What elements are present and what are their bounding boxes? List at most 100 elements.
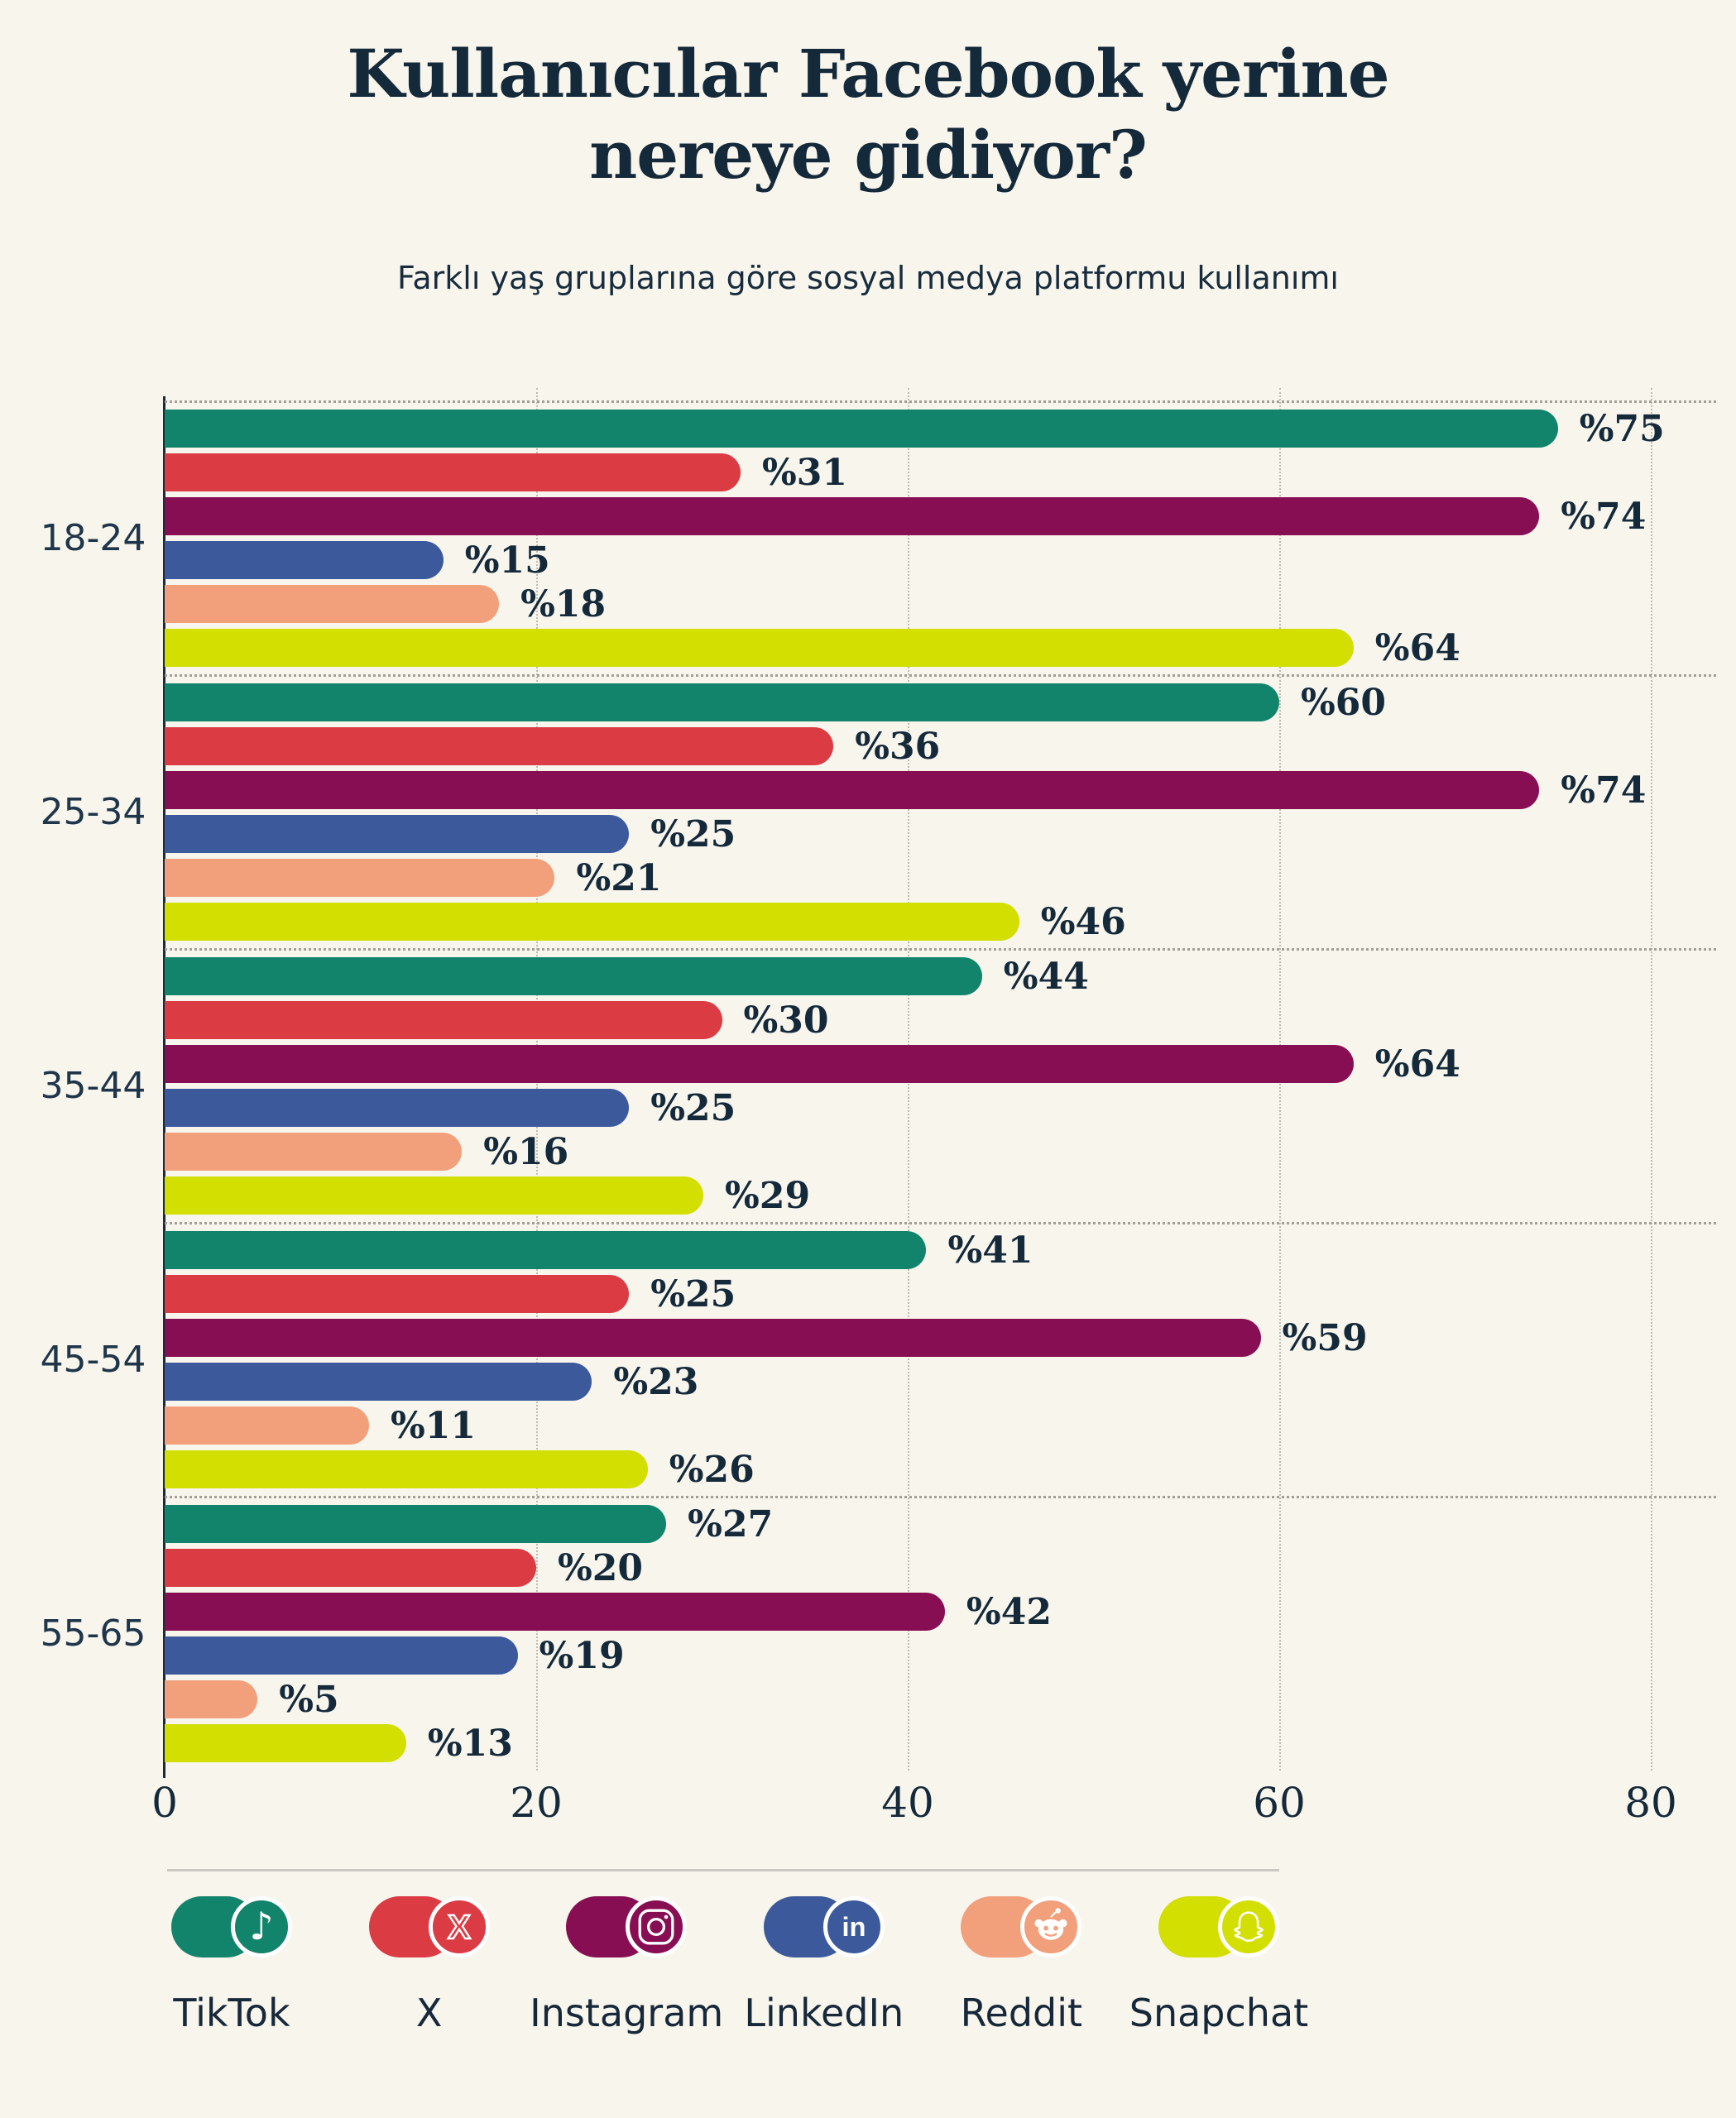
value-label: %60 (1301, 681, 1387, 724)
chart-title-line1: Kullanıcılar Facebook yerine (347, 35, 1389, 113)
bar-row: %36 (165, 725, 1736, 768)
value-label: %19 (539, 1634, 625, 1677)
bar-row: %74 (165, 769, 1736, 812)
age-group-row: 55-65 %27 %20 %42 %19 %5 %13 (0, 1496, 1736, 1771)
bar-row: %44 (165, 955, 1736, 998)
x-bar (165, 727, 834, 765)
category-label: 45-54 (40, 1339, 146, 1381)
snapchat-bar (165, 1724, 406, 1762)
legend-label: Snapchat (1129, 1991, 1309, 2035)
gridline-80 (1651, 388, 1652, 1771)
bar-row: %19 (165, 1634, 1736, 1677)
reddit-bar (165, 1133, 463, 1171)
value-label: %44 (1003, 955, 1089, 998)
chart-subtitle: Farklı yaş gruplarına göre sosyal medya … (397, 260, 1339, 296)
x-bar (165, 1001, 722, 1039)
snapchat-bar (165, 629, 1354, 667)
bar-row: %59 (165, 1317, 1736, 1359)
legend-pill-badge (626, 1896, 688, 1957)
bar-row: %41 (165, 1229, 1736, 1272)
legend-label: Reddit (960, 1991, 1083, 2035)
value-label: %25 (650, 1086, 736, 1129)
tiktok-icon: ♪ (171, 1896, 292, 1957)
instagram-icon (566, 1896, 688, 1957)
snapchat-bar (165, 1176, 704, 1215)
value-label: %74 (1561, 769, 1647, 812)
x-axis-tick-labels: 0 20 40 60 80 (151, 1779, 1677, 1828)
legend-item-snapchat: Snapchat (1129, 1896, 1308, 2070)
reddit-bar (165, 585, 500, 623)
x-tick-label: 0 (151, 1779, 178, 1827)
value-label: %41 (947, 1229, 1033, 1272)
reddit-bar (165, 1406, 369, 1445)
value-label: %42 (966, 1590, 1052, 1633)
tiktok-bar (165, 410, 1558, 448)
x-bar (165, 1275, 630, 1313)
bar-row: %15 (165, 539, 1736, 582)
value-label: %20 (558, 1546, 644, 1589)
bar-group: %41 %25 %59 %23 %11 %26 (165, 1223, 1736, 1497)
bar-group: %44 %30 %64 %25 %16 %29 (165, 949, 1736, 1223)
chart-title: Kullanıcılar Facebook yerine nereye gidiy… (0, 33, 1736, 195)
value-label: %74 (1561, 495, 1647, 538)
legend-pill-badge: X (428, 1896, 490, 1957)
y-axis-line (163, 396, 165, 1778)
value-label: %36 (855, 725, 941, 768)
instagram-bar (165, 497, 1540, 535)
bar-group: %75 %31 %74 %15 %18 %64 (165, 401, 1736, 675)
reddit-bar (165, 859, 555, 897)
bar-row: %25 (165, 812, 1736, 855)
tiktok-bar (165, 1505, 667, 1543)
instagram-bar (165, 1593, 945, 1631)
snapchat-bar (165, 1450, 648, 1488)
x-bar (165, 453, 741, 491)
value-label: %31 (761, 451, 847, 494)
bar-row: %74 (165, 495, 1736, 538)
legend-item-tiktok: ♪ TikTok (171, 1896, 292, 2070)
category-label: 25-34 (40, 791, 146, 833)
value-label: %13 (427, 1722, 513, 1765)
chart-title-line2: nereye gidiyor? (589, 116, 1148, 194)
reddit-bar (165, 1680, 258, 1718)
value-label: %64 (1374, 1042, 1460, 1085)
value-label: %16 (483, 1130, 569, 1173)
bar-row: %13 (165, 1722, 1736, 1765)
instagram-bar (165, 1319, 1261, 1357)
legend-label: Instagram (530, 1991, 724, 2035)
value-label: %25 (650, 812, 736, 855)
value-label: %11 (390, 1404, 476, 1447)
bar-row: %27 (165, 1503, 1736, 1545)
bar-row: %29 (165, 1175, 1736, 1217)
group-separator (165, 674, 1716, 677)
instagram-bar (165, 771, 1540, 809)
legend-label: X (415, 1991, 443, 2035)
category-label: 55-65 (40, 1612, 146, 1655)
linkedin-bar (165, 541, 444, 579)
age-group-row: 45-54 %41 %25 %59 %23 %11 %26 (0, 1222, 1736, 1497)
value-label: %21 (576, 856, 662, 899)
bar-row: %25 (165, 1086, 1736, 1129)
x-bar (165, 1549, 536, 1587)
bar-row: %16 (165, 1130, 1736, 1173)
snapchat-bar (165, 903, 1019, 941)
value-label: %75 (1579, 407, 1665, 450)
x-tick-label: 80 (1624, 1779, 1677, 1827)
linkedin-bar (165, 815, 630, 853)
value-label: %15 (464, 539, 550, 582)
bar-row: %60 (165, 681, 1736, 724)
value-label: %26 (669, 1448, 755, 1491)
reddit-icon (961, 1896, 1082, 1957)
tiktok-bar (165, 1231, 927, 1269)
value-label: %46 (1040, 900, 1126, 943)
bar-row: %42 (165, 1590, 1736, 1633)
group-separator (165, 400, 1716, 403)
x-tick-label: 40 (881, 1779, 934, 1827)
bar-row: %31 (165, 451, 1736, 494)
x-tick-label: 20 (510, 1779, 563, 1827)
bar-row: %26 (165, 1448, 1736, 1491)
group-separator (165, 1496, 1716, 1498)
bar-row: %64 (165, 1042, 1736, 1085)
svg-text:in: in (842, 1912, 866, 1942)
bar-row: %23 (165, 1361, 1736, 1403)
